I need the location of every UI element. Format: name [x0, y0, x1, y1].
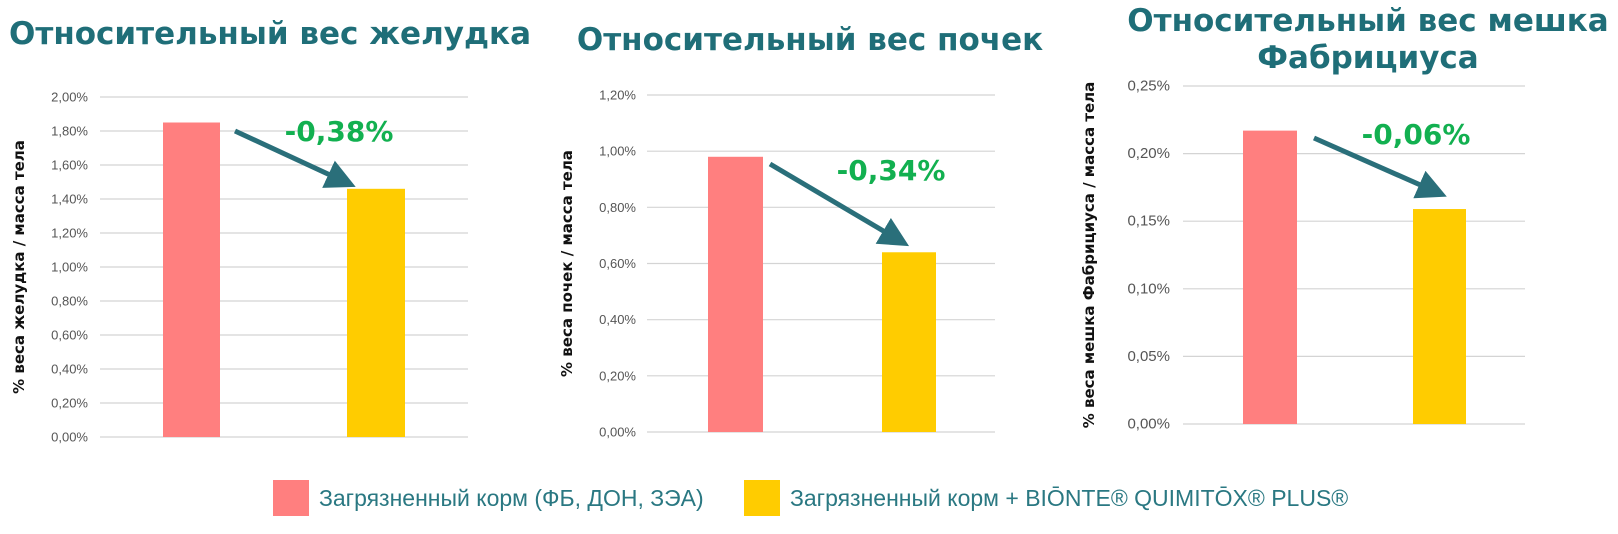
ytick-label-kidneys-6: 1,20% [599, 88, 636, 103]
ytick-label-stomach-7: 1,40% [51, 192, 88, 207]
ytick-label-bursa-3: 0,15% [1127, 213, 1170, 230]
ytick-label-stomach-10: 2,00% [51, 90, 88, 105]
ylabel-bursa: % веса мешка Фабрициуса / масса тела [1080, 82, 1098, 429]
bar-bursa-series-2 [1413, 209, 1466, 424]
ytick-label-kidneys-2: 0,40% [599, 312, 636, 327]
chart-title-stomach: Относительный вес желудка [9, 16, 531, 52]
ytick-label-stomach-0: 0,00% [51, 430, 88, 445]
ytick-label-bursa-1: 0,05% [1127, 348, 1170, 365]
ytick-label-kidneys-4: 0,80% [599, 200, 636, 215]
delta-label-kidneys: -0,34% [837, 154, 946, 187]
arrow-bursa [1312, 135, 1447, 199]
ytick-label-kidneys-5: 1,00% [599, 144, 636, 159]
bar-kidneys-series-2 [882, 252, 936, 432]
ytick-label-stomach-4: 0,80% [51, 294, 88, 309]
bar-kidneys-series-1 [708, 156, 763, 433]
ytick-label-stomach-5: 1,00% [51, 260, 88, 275]
ytick-label-stomach-6: 1,20% [51, 226, 88, 241]
bar-bursa-series-1 [1243, 130, 1297, 424]
bar-stomach-series-1 [163, 122, 220, 437]
ytick-label-kidneys-1: 0,20% [599, 368, 636, 383]
arrow-kidneys [768, 161, 910, 247]
ytick-label-kidneys-3: 0,60% [599, 256, 636, 271]
legend-label-treated: Загрязненный корм + BIŌNTE® QUIMITŌX® PL… [790, 484, 1349, 511]
ytick-label-stomach-9: 1,80% [51, 124, 88, 139]
bar-stomach-series-2 [347, 188, 405, 437]
ytick-label-bursa-2: 0,10% [1127, 280, 1170, 297]
chart-title-bursa: Относительный вес мешка Фабрициуса [1127, 3, 1609, 76]
ytick-label-bursa-5: 0,25% [1127, 78, 1170, 95]
ytick-label-bursa-4: 0,20% [1127, 145, 1170, 162]
ytick-label-stomach-8: 1,60% [51, 158, 88, 173]
chart-title-kidneys: Относительный вес почек [576, 22, 1044, 58]
delta-label-stomach: -0,38% [285, 115, 394, 148]
legend-label-contaminated: Загрязненный корм (ФБ, ДОН, ЗЭА) [319, 484, 704, 511]
legend-swatch-contaminated [273, 480, 309, 516]
ytick-label-stomach-3: 0,60% [51, 328, 88, 343]
ytick-label-stomach-1: 0,20% [51, 396, 88, 411]
legend-swatch-treated [744, 480, 780, 516]
arrow-stomach [233, 128, 356, 188]
ylabel-kidneys: % веса почек / масса тела [558, 150, 576, 377]
delta-label-bursa: -0,06% [1362, 118, 1471, 151]
ytick-label-stomach-2: 0,40% [51, 362, 88, 377]
ylabel-stomach: % веса желудка / масса тела [10, 140, 28, 394]
ytick-label-bursa-0: 0,00% [1127, 416, 1170, 433]
ytick-label-kidneys-0: 0,00% [599, 425, 636, 440]
legend-item-contaminated: Загрязненный корм (ФБ, ДОН, ЗЭА) [273, 478, 704, 518]
legend-item-treated: Загрязненный корм + BIŌNTE® QUIMITŌX® PL… [744, 478, 1348, 518]
legend: Загрязненный корм (ФБ, ДОН, ЗЭА) Загрязн… [0, 478, 1618, 518]
